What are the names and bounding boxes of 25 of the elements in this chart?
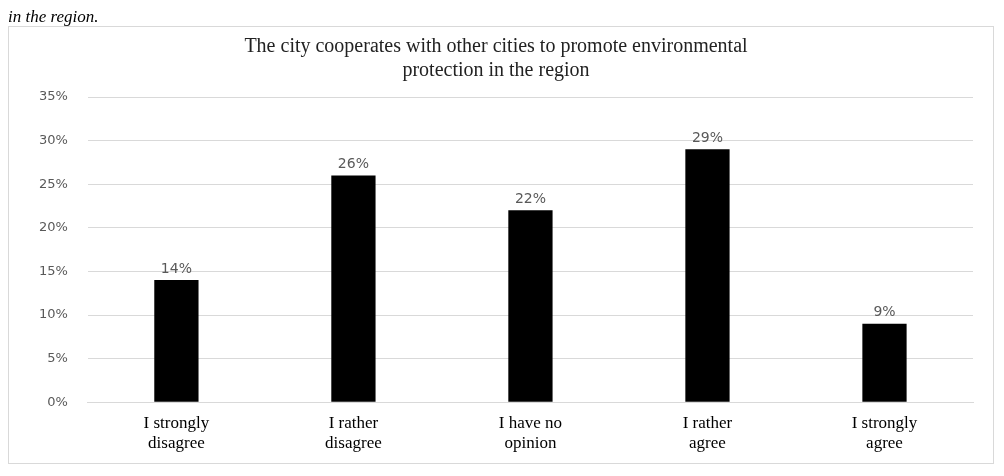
data-label: 22% xyxy=(514,190,547,206)
y-tick-label: 30% xyxy=(38,131,68,147)
x-tick-label: I rather agree xyxy=(682,412,733,453)
y-tick-label: 15% xyxy=(38,262,68,278)
y-tick-label: 25% xyxy=(38,175,68,191)
y-tick-label: 0% xyxy=(47,393,68,409)
data-label: 14% xyxy=(160,259,192,276)
bar xyxy=(508,210,553,402)
y-tick-label: 5% xyxy=(47,349,68,365)
x-tick-label: I have no opinion xyxy=(498,412,563,453)
y-tick-label: 10% xyxy=(38,306,68,322)
x-tick-label: I strongly agree xyxy=(851,412,918,453)
bar xyxy=(331,175,376,402)
data-label: 9% xyxy=(873,303,896,320)
data-label: 26% xyxy=(337,155,369,172)
bar xyxy=(862,323,907,402)
text: in the region. xyxy=(8,7,100,26)
y-tick-label: 35% xyxy=(38,88,68,104)
y-tick-label: 20% xyxy=(38,219,68,235)
data-label: 29% xyxy=(691,128,724,145)
bar xyxy=(154,280,199,402)
bar xyxy=(685,149,730,402)
x-tick-label: I strongly disagree xyxy=(143,412,210,453)
chart-title: The city cooperates with other cities to promote environmental protection in the region xyxy=(244,34,749,82)
x-tick-label: I rather disagree xyxy=(325,412,382,453)
